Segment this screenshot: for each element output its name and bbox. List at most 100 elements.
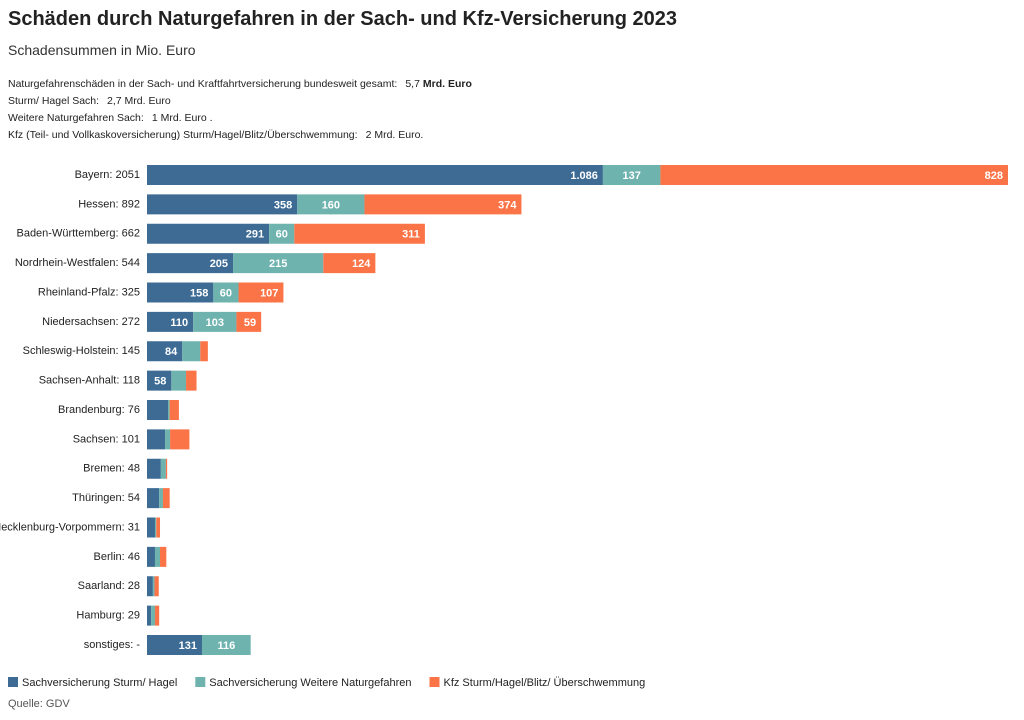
category-label: Brandenburg: 76 [58,404,140,416]
bar-segment [154,517,157,538]
value-label: 215 [269,258,287,270]
bar-segment [147,223,270,244]
bar-segment [162,488,170,509]
category-label: Sachsen: 101 [73,433,140,445]
bar-segment [186,370,197,391]
bar-segment [364,194,522,215]
category-label: Bremen: 48 [83,463,140,475]
value-label: 311 [402,229,420,241]
note-value: 2,7 Mrd. Euro [107,95,171,107]
category-label: Schleswig-Holstein: 145 [23,345,140,357]
bar-segment [147,194,298,215]
value-label: 110 [170,317,188,329]
value-label: 358 [274,199,292,211]
bar-segment [147,488,160,509]
category-label: Nordrhein-Westfalen: 544 [15,257,140,269]
value-label: 107 [260,287,278,299]
bar-segment [182,341,201,362]
value-label: 160 [322,199,340,211]
category-label: Saarland: 28 [78,580,140,592]
value-label: 137 [622,170,640,182]
note-value: 2 Mrd. Euro. [365,129,424,141]
bar-segment [602,165,661,185]
category-label: Sachsen-Anhalt: 118 [39,375,140,387]
notes: Naturgefahrenschäden in der Sach- und Kr… [8,76,472,144]
bar-segment [147,458,161,479]
bar-segment [147,576,153,597]
bar-segment [151,605,155,626]
legend-swatch [195,677,206,687]
note-label: Kfz (Teil- und Vollkaskoversicherung) St… [8,129,358,141]
legend-swatch [8,677,18,687]
category-label: Berlin: 46 [94,551,140,563]
bar-segment [660,165,1008,185]
bar-segment [154,546,161,567]
note-label: Naturgefahrenschäden in der Sach- und Kr… [8,78,398,90]
value-label: 131 [179,640,197,652]
bar-segment [165,429,171,450]
bar-segment [236,311,262,332]
bar-segment [160,546,167,567]
bar-segment [160,458,166,479]
note: Weitere Naturgefahren Sach: 1 Mrd. Euro . [8,110,472,127]
note: Naturgefahrenschäden in der Sach- und Kr… [8,76,472,93]
category-label: Niedersachsen: 272 [42,316,140,328]
bar-segment [159,488,163,509]
legend-swatch [429,677,440,687]
value-label: 60 [220,287,232,299]
bar-segment [238,282,284,303]
value-label: 291 [246,229,264,241]
value-label: 828 [985,170,1003,182]
bar-segment [269,223,295,244]
bar-segment [200,341,208,362]
category-label: Mecklenburg-Vorpommern: 31 [0,521,140,533]
category-label: Rheinland-Pfalz: 325 [38,286,140,298]
bar-segment [147,429,166,450]
bar-segment [167,400,170,420]
bar-segment [171,370,187,391]
bar-segment [154,576,159,597]
chart-title: Schäden durch Naturgefahren in der Sach-… [8,8,678,30]
bar-segment [152,576,155,597]
category-label: Hamburg: 29 [76,610,140,622]
note: Kfz (Teil- und Vollkaskoversicherung) St… [8,127,472,144]
value-label: 103 [206,317,224,329]
note-unit: Mrd. Euro [422,78,472,90]
bar-segment [147,253,234,274]
value-label: 60 [276,229,288,241]
value-label: 59 [244,317,256,329]
note-value: 1 Mrd. Euro . [151,112,213,124]
value-label: 205 [210,258,228,270]
bar-segment [147,341,183,362]
bar-segment [233,253,324,274]
bar-segment [147,370,172,391]
legend-label: Sachversicherung Weitere Naturgefahren [209,677,411,689]
note: Sturm/ Hagel Sach: 2,7 Mrd. Euro [8,93,472,110]
note-value: 5,7 [405,78,420,90]
bar-segment [294,223,425,244]
legend: Sachversicherung Sturm/ Hagel Sachversich… [8,677,645,689]
bar-segment [147,282,214,303]
bar-segment [201,635,251,655]
bar-segment [170,429,190,450]
note-label: Weitere Naturgefahren Sach: [8,112,144,124]
bar-segment [169,400,179,420]
bar-segment [147,517,155,538]
value-label: 374 [498,199,517,211]
bar-segment [147,635,202,655]
category-label: Thüringen: 54 [72,492,140,504]
bar-segment [213,282,239,303]
legend-label: Sachversicherung Sturm/ Hagel [22,677,177,689]
note-label: Sturm/ Hagel Sach: [8,95,100,107]
category-label: sonstiges: - [84,639,141,651]
value-label: 158 [190,287,208,299]
value-label: 1.086 [570,170,598,182]
value-label: 84 [165,346,178,358]
bar-segment [323,253,376,274]
bar-segment [154,605,160,626]
bar-segment [147,546,155,567]
bar-segment [165,458,168,479]
bar-segment [147,400,168,420]
